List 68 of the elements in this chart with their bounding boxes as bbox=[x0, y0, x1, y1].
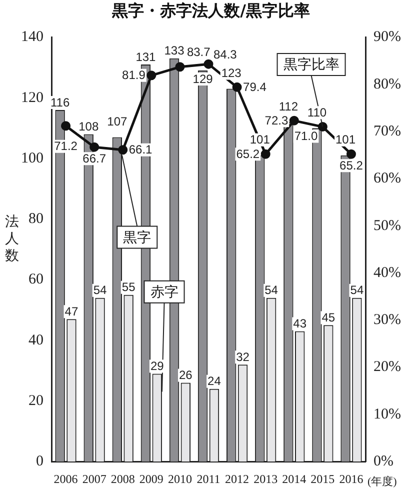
data-label: 107 bbox=[107, 114, 128, 129]
y2-tick-label: 0% bbox=[374, 454, 394, 470]
data-label: 71.0 bbox=[294, 129, 318, 144]
y-tick-label: 60 bbox=[28, 272, 44, 288]
data-label: 71.2 bbox=[54, 139, 78, 154]
x-tick-label: 2010 bbox=[168, 472, 192, 486]
data-label: 54 bbox=[350, 283, 364, 298]
y2-tick-label: 50% bbox=[374, 218, 402, 234]
data-label: 123 bbox=[221, 66, 242, 80]
data-label: 32 bbox=[236, 350, 250, 364]
y2-tick-label: 20% bbox=[374, 359, 402, 376]
data-label: 131 bbox=[136, 50, 156, 64]
data-label: 112 bbox=[278, 99, 298, 114]
data-label: 81.9 bbox=[122, 68, 146, 82]
data-label: 108 bbox=[78, 120, 99, 134]
x-tick-label: 2009 bbox=[139, 472, 164, 486]
data-label: 65.2 bbox=[236, 146, 260, 161]
data-label: 72.3 bbox=[264, 113, 288, 128]
x-tick-label: 2007 bbox=[82, 472, 106, 486]
data-label: 101 bbox=[336, 132, 356, 147]
data-label: 45 bbox=[322, 310, 336, 324]
data-label: 65.2 bbox=[340, 158, 364, 172]
data-label: 84.3 bbox=[214, 47, 238, 62]
data-label: 47 bbox=[64, 304, 78, 318]
data-label: 116 bbox=[50, 95, 70, 110]
y-tick-label: 0 bbox=[36, 454, 44, 470]
data-label: 66.1 bbox=[128, 142, 153, 157]
y2-tick-label: 80% bbox=[374, 76, 402, 92]
y-tick-label: 40 bbox=[28, 332, 44, 348]
y2-tick-label: 70% bbox=[374, 123, 402, 140]
data-label: 54 bbox=[264, 283, 278, 298]
y-axis-title: 法人数 bbox=[5, 214, 19, 264]
y-tick-label: 80 bbox=[28, 211, 44, 228]
data-label: 55 bbox=[122, 280, 136, 294]
text: 黒字比率 bbox=[283, 57, 340, 74]
y-tick-label: 100 bbox=[21, 150, 44, 166]
data-label: 129 bbox=[192, 72, 214, 86]
data-label: 83.7 bbox=[186, 45, 211, 60]
data-label: 110 bbox=[307, 105, 327, 120]
data-label: 54 bbox=[93, 283, 108, 298]
data-label: 43 bbox=[293, 316, 307, 331]
y2-tick-label: 90% bbox=[374, 29, 402, 46]
y2-tick-label: 10% bbox=[374, 406, 402, 422]
series-label: 黒字 bbox=[123, 230, 152, 246]
y2-tick-label: 40% bbox=[374, 264, 402, 281]
y-tick-label: 120 bbox=[21, 90, 44, 106]
x-tick-label: 2015 bbox=[310, 472, 335, 486]
data-label: 24 bbox=[208, 374, 222, 388]
x-tick-label: 2016 bbox=[339, 472, 364, 486]
data-label: 66.7 bbox=[82, 151, 106, 166]
x-tick-label: 2008 bbox=[110, 472, 135, 486]
x-tick-label: 2013 bbox=[254, 472, 278, 486]
data-label: 133 bbox=[164, 44, 185, 58]
x-tick-label: 2014 bbox=[282, 472, 306, 486]
data-label: 79.4 bbox=[243, 80, 267, 94]
y-tick-label: 20 bbox=[28, 392, 44, 409]
chart-title: 黒字・赤字法人数/黒字比率 bbox=[111, 0, 310, 20]
data-label: 29 bbox=[150, 359, 164, 373]
data-label: 26 bbox=[178, 368, 193, 382]
x-axis-title: (年度) bbox=[368, 474, 398, 488]
data-label: 101 bbox=[250, 132, 270, 147]
x-tick-label: 2011 bbox=[196, 472, 220, 486]
series-label: 赤字 bbox=[150, 284, 178, 300]
y2-tick-label: 30% bbox=[374, 312, 402, 328]
x-tick-label: 2006 bbox=[54, 472, 78, 486]
y2-tick-label: 60% bbox=[374, 170, 402, 187]
x-tick-label: 2012 bbox=[225, 472, 250, 486]
y-tick-label: 140 bbox=[21, 29, 44, 46]
